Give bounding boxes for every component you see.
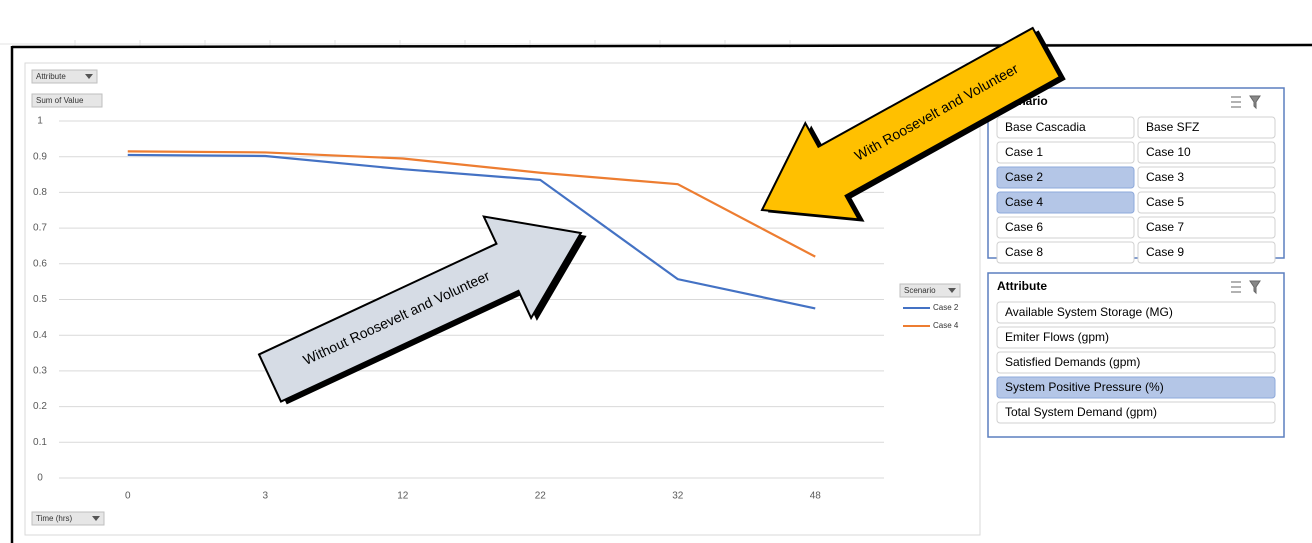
field-button-label[interactable]: Sum of Value (36, 96, 84, 105)
slicer-item[interactable] (1137, 216, 1276, 239)
slicer-item[interactable] (996, 216, 1135, 239)
field-button[interactable] (31, 69, 98, 84)
y-tick-label: 0.7 (33, 223, 47, 234)
slicer-item-label[interactable]: Case 9 (1146, 245, 1184, 259)
slicer-item-label[interactable]: Case 4 (1005, 195, 1043, 209)
slicer-item[interactable] (996, 301, 1276, 324)
x-tick-label: 22 (535, 491, 547, 502)
slicer-item[interactable] (996, 326, 1276, 349)
legend-label: Case 4 (933, 321, 959, 330)
frame (10, 43, 1312, 543)
dropdown-icon[interactable] (92, 516, 100, 521)
y-tick-label: 1 (37, 116, 43, 127)
slicer-item-label[interactable]: Case 8 (1005, 245, 1043, 259)
chart: 0 0.1 0.2 0.3 0.4 0.5 0.6 0.7 0.8 0.9 1 0 3 12 22 32 48 A… (31, 69, 961, 526)
field-button[interactable] (899, 283, 961, 298)
slicer-item[interactable] (996, 351, 1276, 374)
slicer-item-label[interactable]: Case 3 (1146, 170, 1184, 184)
slicer-item[interactable] (1137, 241, 1276, 264)
slicer-item[interactable] (996, 191, 1135, 214)
slicer-item[interactable] (1137, 116, 1276, 139)
y-tick-label: 0.2 (33, 401, 47, 412)
dropdown-icon[interactable] (85, 74, 93, 79)
multi-select-icon[interactable] (1231, 96, 1241, 108)
series-line (127, 150, 816, 258)
slicer-item[interactable] (996, 401, 1276, 424)
clear-filter-icon[interactable] (1249, 95, 1261, 110)
slicer-item-label[interactable]: Case 10 (1146, 145, 1191, 159)
slicer-item-label[interactable]: Base SFZ (1146, 120, 1199, 134)
slicer-item-label[interactable]: Case 1 (1005, 145, 1043, 159)
slicer-item-label[interactable]: Case 2 (1005, 170, 1043, 184)
y-tick-label: 0.1 (33, 437, 47, 448)
slicer-item-label[interactable]: Satisfied Demands (gpm) (1005, 355, 1140, 369)
series-line (127, 153, 816, 310)
x-tick-label: 32 (672, 491, 684, 502)
slicer-item[interactable] (996, 241, 1135, 264)
y-tick-label: 0.5 (33, 294, 47, 305)
y-tick-label: 0.6 (33, 258, 47, 269)
field-button[interactable] (31, 511, 105, 526)
x-tick-label: 0 (125, 491, 131, 502)
field-button-label[interactable]: Scenario (904, 286, 936, 295)
y-tick-label: 0.9 (33, 151, 47, 162)
multi-select-icon[interactable] (1231, 281, 1241, 293)
slicer-item-label[interactable]: Case 6 (1005, 220, 1043, 234)
slicer-item-label[interactable]: Case 5 (1146, 195, 1184, 209)
y-tick-label: 0.3 (33, 366, 47, 377)
slicer-item[interactable] (1137, 141, 1276, 164)
slicer-item[interactable] (1137, 166, 1276, 189)
x-tick-label: 48 (810, 491, 822, 502)
slicer-item[interactable] (996, 166, 1135, 189)
arrow-body (257, 215, 583, 403)
field-button[interactable] (31, 93, 103, 108)
slicer-item-label[interactable]: Emiter Flows (gpm) (1005, 330, 1109, 344)
y-tick-label: 0.4 (33, 330, 47, 341)
legend-label: Case 2 (933, 303, 959, 312)
slicer-item-label[interactable]: System Positive Pressure (%) (1005, 380, 1164, 394)
slicer-item[interactable] (996, 141, 1135, 164)
field-button-label[interactable]: Attribute (36, 72, 66, 81)
slicer-title: Attribute (997, 279, 1047, 293)
y-tick-label: 0.8 (33, 187, 47, 198)
slicer-item-label[interactable]: Case 7 (1146, 220, 1184, 234)
arrow-body (760, 26, 1062, 221)
slicer-item-label[interactable]: Base Cascadia (1005, 120, 1086, 134)
x-tick-label: 12 (397, 491, 409, 502)
field-button-label[interactable]: Time (hrs) (36, 514, 72, 523)
slicer-item-label[interactable]: Available System Storage (MG) (1005, 305, 1173, 319)
y-tick-label: 0 (37, 473, 43, 484)
dropdown-icon[interactable] (948, 288, 956, 293)
slicer-item[interactable] (1137, 191, 1276, 214)
slicer-item-label[interactable]: Total System Demand (gpm) (1005, 405, 1157, 419)
slicer-item[interactable] (996, 376, 1276, 399)
x-tick-label: 3 (262, 491, 268, 502)
clear-filter-icon[interactable] (1249, 280, 1261, 295)
slicer-item[interactable] (996, 116, 1135, 139)
